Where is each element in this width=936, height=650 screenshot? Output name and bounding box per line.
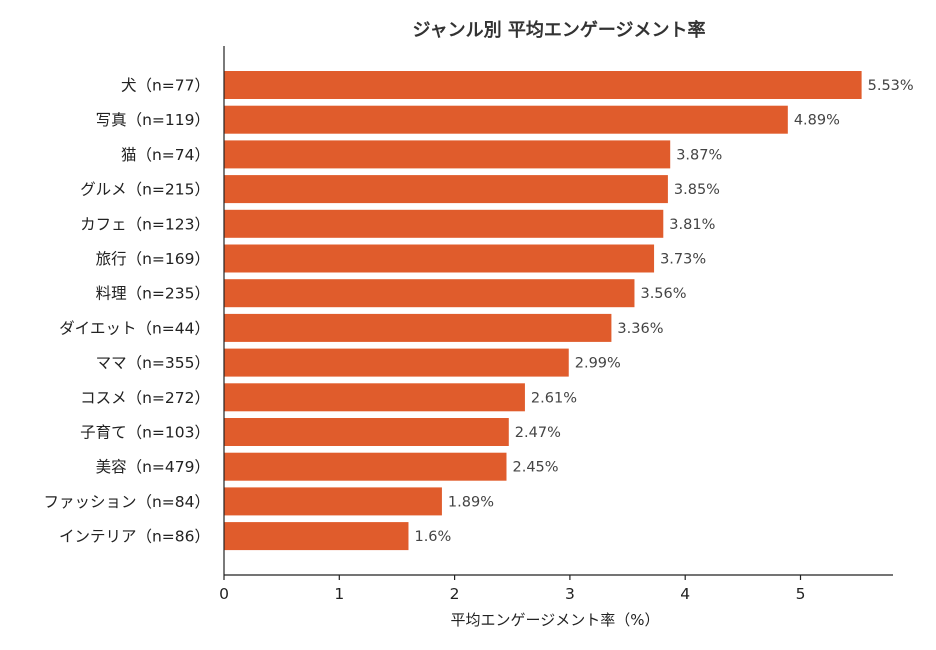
category-label: 猫（n=74） — [121, 146, 210, 164]
data-label: 5.53% — [868, 78, 914, 94]
bar — [224, 175, 668, 204]
category-label: カフェ（n=123） — [80, 215, 210, 233]
data-label: 4.89% — [794, 113, 840, 129]
category-label: ママ（n=355） — [96, 354, 210, 372]
bar — [224, 522, 409, 551]
bars-group — [224, 71, 862, 551]
x-tick-label: 2 — [450, 585, 460, 603]
category-label: 子育て（n=103） — [80, 424, 210, 442]
data-label: 3.36% — [617, 321, 663, 337]
category-label: 美容（n=479） — [96, 458, 210, 476]
data-label: 1.6% — [414, 529, 451, 545]
category-labels-group: 犬（n=77） 写真（n=119） 猫（n=74） グルメ（n=215） カフェ（n=1… — [43, 77, 210, 546]
bar — [224, 418, 509, 446]
data-label: 2.61% — [531, 390, 577, 406]
category-label: インテリア（n=86） — [59, 528, 210, 546]
bar — [224, 348, 569, 377]
bar — [224, 313, 612, 342]
bar — [224, 105, 788, 134]
x-ticks-group: 0 1 2 3 4 5 — [219, 575, 805, 603]
category-label: 写真（n=119） — [96, 111, 210, 129]
chart-title: ジャンル別 平均エンゲージメント率 — [412, 19, 705, 41]
data-label: 2.99% — [575, 356, 621, 372]
category-label: ファッション（n=84） — [43, 493, 210, 511]
data-label: 3.87% — [676, 147, 722, 163]
bar — [224, 452, 507, 481]
bar — [224, 383, 525, 412]
data-label: 2.45% — [512, 460, 558, 476]
bar — [224, 209, 664, 238]
x-tick-label: 3 — [565, 585, 575, 603]
bar — [224, 140, 671, 169]
bar — [224, 279, 635, 308]
x-tick-label: 4 — [680, 585, 690, 603]
category-label: 旅行（n=169） — [96, 250, 210, 268]
category-label: ダイエット（n=44） — [59, 319, 210, 337]
category-label: 料理（n=235） — [96, 285, 210, 303]
x-axis-title: 平均エンゲージメント率（%） — [451, 611, 660, 629]
bar — [224, 244, 655, 273]
category-label: グルメ（n=215） — [80, 181, 210, 199]
data-label: 2.47% — [515, 425, 561, 441]
x-tick-label: 5 — [796, 585, 806, 603]
category-label: 犬（n=77） — [121, 77, 210, 95]
data-label: 1.89% — [448, 494, 494, 510]
data-label: 3.85% — [674, 182, 720, 198]
x-tick-label: 0 — [219, 585, 229, 603]
data-label: 3.73% — [660, 252, 706, 268]
x-tick-label: 1 — [334, 585, 344, 603]
data-label: 3.56% — [640, 286, 686, 302]
bar — [224, 487, 442, 516]
bar — [224, 71, 862, 99]
category-label: コスメ（n=272） — [80, 389, 210, 407]
data-label: 3.81% — [669, 217, 715, 233]
data-labels-group: 5.53% 4.89% 3.87% 3.85% 3.81% 3.73% 3.56% 3.36%… — [414, 78, 913, 545]
